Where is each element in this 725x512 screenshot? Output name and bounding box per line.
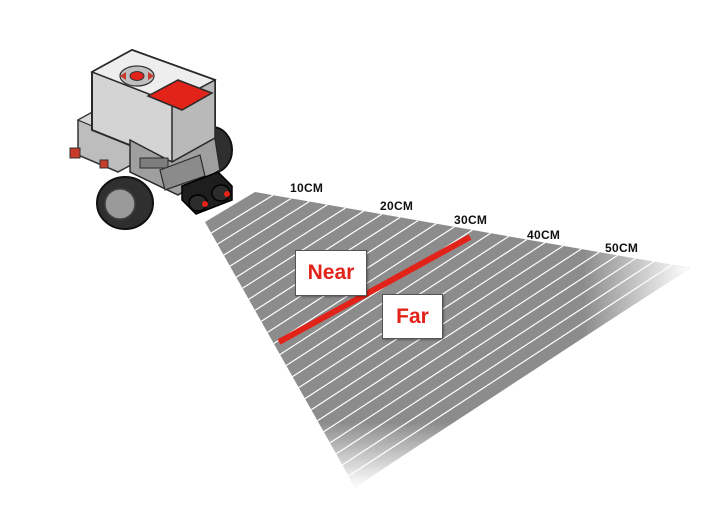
distance-label-10cm: 10CM xyxy=(290,181,324,195)
ultrasonic-sensor-icon xyxy=(181,171,233,215)
threshold-line xyxy=(277,234,472,345)
distance-label-50cm: 50CM xyxy=(605,241,639,255)
far-zone-label: Far xyxy=(382,294,443,339)
sensor-beam xyxy=(205,192,690,487)
brick-screen xyxy=(146,79,214,111)
rear-wheel-hub xyxy=(104,188,136,220)
distance-label-20cm: 20CM xyxy=(380,199,414,213)
distance-label-30cm: 30CM xyxy=(454,213,488,227)
ev3-robot-icon xyxy=(69,48,233,230)
distance-label-40cm: 40CM xyxy=(527,228,561,242)
near-zone-label: Near xyxy=(295,250,367,296)
